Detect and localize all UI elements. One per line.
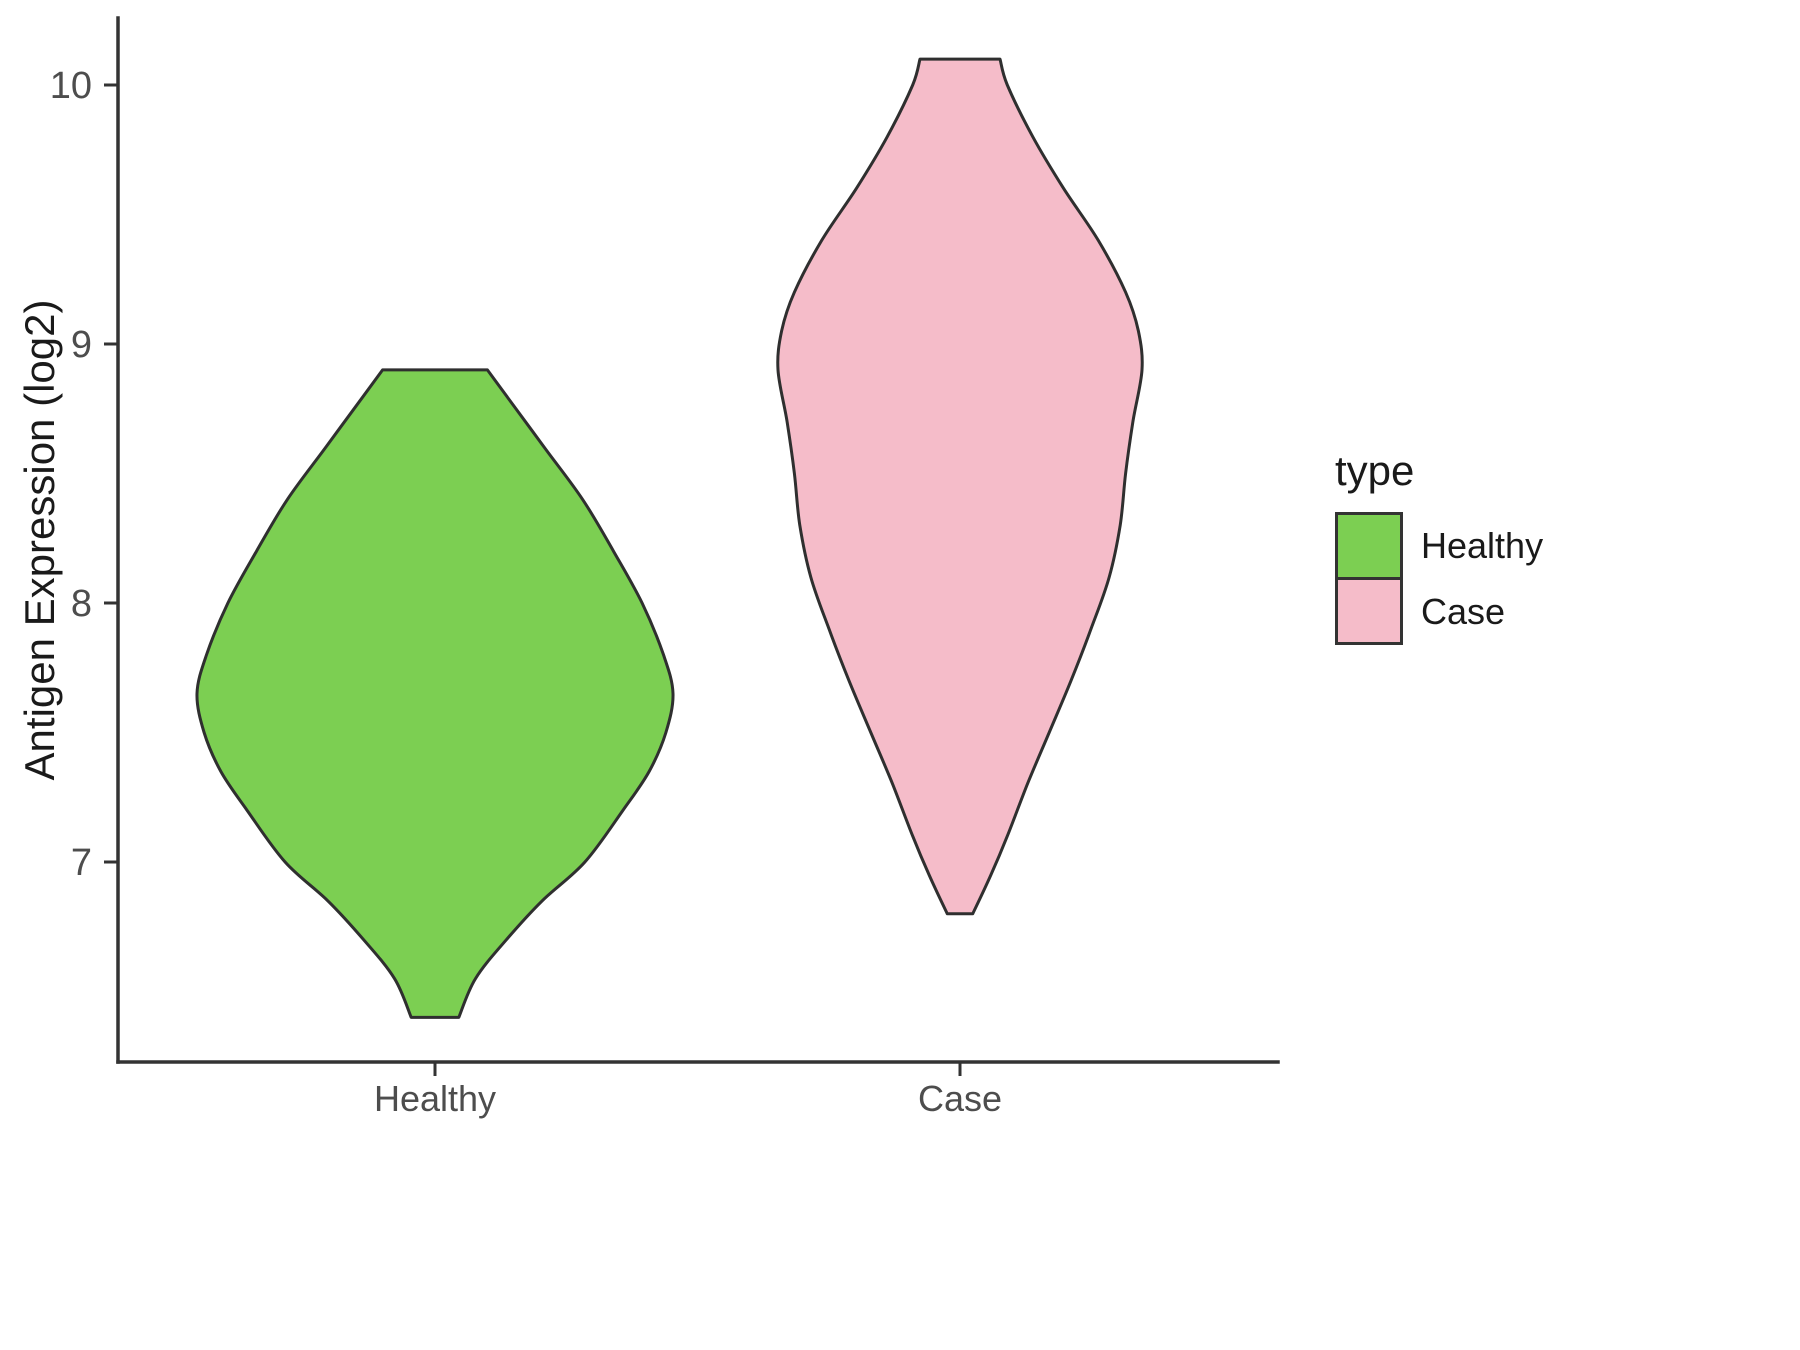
legend-title: type xyxy=(1335,447,1415,494)
y-tick-label: 7 xyxy=(71,842,92,884)
violin-healthy xyxy=(195,368,675,1019)
x-tick-label-case: Case xyxy=(917,1078,1003,1119)
legend-item-healthy: Healthy xyxy=(1335,512,1544,580)
y-tick-label: 8 xyxy=(71,583,92,625)
y-axis-title: Antigen Expression (log2) xyxy=(16,299,63,781)
legend: type Healthy Case xyxy=(1335,447,1543,645)
legend-swatch-case-icon xyxy=(1335,579,1403,645)
legend-item-case: Case xyxy=(1335,579,1543,645)
legend-label-healthy: Healthy xyxy=(1421,525,1544,566)
legend-label-case: Case xyxy=(1421,591,1506,632)
violin-case xyxy=(776,57,1144,916)
x-tick-label-healthy: Healthy xyxy=(373,1078,497,1119)
y-tick-label: 9 xyxy=(71,324,92,366)
y-tick-label: 10 xyxy=(50,65,92,107)
legend-swatch-healthy-icon xyxy=(1335,512,1403,580)
